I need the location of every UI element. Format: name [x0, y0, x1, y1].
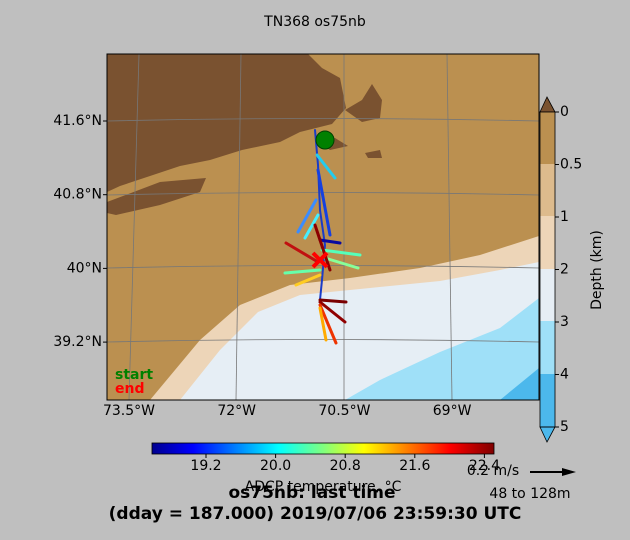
depth-tick-label: 2: [560, 262, 569, 278]
lat-label: 40.8°N: [53, 187, 102, 203]
island: [365, 150, 382, 158]
lon-label: 72°W: [217, 403, 256, 419]
lon-label: 69°W: [433, 403, 472, 419]
start-marker: [315, 130, 335, 150]
scale-depth: 48 to 128m: [489, 486, 570, 502]
long-island: [107, 178, 206, 215]
map-area: start end: [107, 54, 539, 400]
depth-colorbar-label: Depth (km): [589, 230, 605, 310]
temp-tick-label: 19.2: [190, 458, 221, 474]
legend-end: end: [115, 381, 144, 397]
title: TN368 os75nb: [263, 14, 366, 30]
temp-colorbar: [151, 442, 495, 455]
depth-tick-label: 0.5: [560, 157, 582, 173]
lon-label: 70.5°W: [318, 403, 370, 419]
depth-colorbar: [539, 96, 556, 443]
temp-tick-label: 20.0: [260, 458, 291, 474]
temp-tick-label: 22.4: [469, 458, 500, 474]
legend-start: start: [115, 367, 153, 383]
depth-tick-label: 5: [560, 419, 569, 435]
scale-arrow-head: [562, 468, 576, 476]
abyss: [345, 298, 539, 400]
map-frame: [106, 53, 540, 401]
end-marker: [311, 251, 329, 269]
lat-label: 41.6°N: [53, 113, 102, 129]
velocity-arrows: [283, 129, 362, 345]
lat-label: 39.2°N: [53, 334, 102, 350]
abyss-deep: [500, 368, 539, 400]
mainland: [107, 54, 346, 192]
footer-line2: (dday = 187.000) 2019/07/06 23:59:30 UTC: [109, 504, 522, 524]
temp-tick-label: 21.6: [399, 458, 430, 474]
scale-label: 0.2 m/s: [467, 463, 519, 479]
ship-track: [314, 129, 327, 301]
depth-tick-label: 1: [560, 209, 569, 225]
footer-line1: os75nb: last time: [228, 483, 395, 503]
depth-tick-label: 3: [560, 314, 569, 330]
temp-tick-label: 20.8: [330, 458, 361, 474]
lat-label: 40°N: [67, 260, 102, 276]
cape-cod: [345, 84, 382, 122]
temp-colorbar-label: ADCP temperature, °C: [245, 479, 402, 495]
depth-tick-label: 0: [560, 104, 569, 120]
lon-label: 73.5°W: [103, 403, 155, 419]
depth-tick-label: 4: [560, 367, 569, 383]
